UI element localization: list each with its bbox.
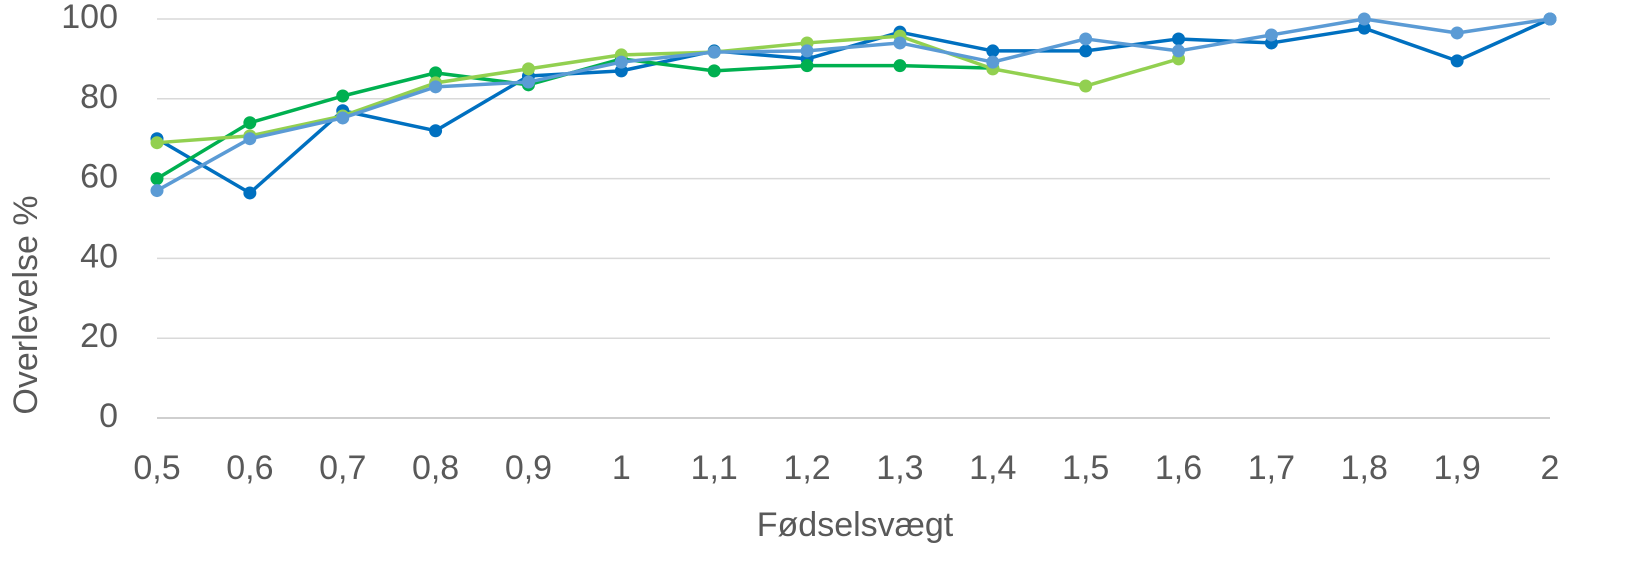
data-point [336, 89, 350, 103]
series-line [156, 34, 1180, 145]
data-point [707, 64, 721, 78]
data-point [800, 59, 814, 73]
x-tick-label: 0,6 [226, 449, 273, 487]
data-point [1450, 26, 1464, 40]
data-point [986, 55, 1000, 69]
x-tick-label: 1,8 [1341, 449, 1388, 487]
data-point [150, 184, 164, 198]
data-point [429, 124, 443, 138]
data-point [1079, 79, 1093, 93]
y-tick-label: 0 [99, 397, 118, 435]
data-point [893, 59, 907, 73]
y-tick-label: 20 [80, 317, 118, 355]
data-point [243, 186, 257, 200]
y-tick-label: 80 [80, 78, 118, 116]
x-tick-label: 1 [612, 449, 631, 487]
data-point [521, 75, 535, 89]
x-tick-label: 1,9 [1434, 449, 1481, 487]
data-point [986, 44, 1000, 58]
x-tick-label: 1,4 [969, 449, 1016, 487]
data-point [1079, 44, 1093, 58]
data-point [243, 132, 257, 146]
x-axis-title: Fødselsvægt [757, 506, 954, 544]
x-tick-label: 0,5 [133, 449, 180, 487]
y-tick-label: 100 [61, 0, 118, 36]
x-tick-label: 0,8 [412, 449, 459, 487]
data-point [1079, 32, 1093, 46]
series-line [156, 17, 1551, 193]
data-point [1450, 54, 1464, 68]
data-point [150, 136, 164, 150]
data-point [1357, 21, 1371, 35]
y-axis-title: Overlevelse % [7, 195, 45, 414]
data-point [150, 172, 164, 186]
data-point [243, 116, 257, 130]
data-point [429, 66, 443, 80]
data-point [1264, 28, 1278, 42]
x-tick-label: 2 [1541, 449, 1560, 487]
y-tick-label: 60 [80, 158, 118, 196]
data-point [1543, 12, 1557, 26]
series-line [156, 57, 993, 181]
data-point [1172, 44, 1186, 58]
x-tick-label: 1,2 [783, 449, 830, 487]
data-point [521, 62, 535, 76]
x-tick-label: 1,6 [1155, 449, 1202, 487]
x-tick-label: 1,7 [1248, 449, 1295, 487]
x-tick-label: 1,3 [876, 449, 923, 487]
data-point [893, 36, 907, 50]
data-point [336, 111, 350, 125]
data-point [800, 44, 814, 58]
y-tick-label: 40 [80, 237, 118, 275]
x-tick-label: 0,9 [505, 449, 552, 487]
data-point [707, 45, 721, 59]
data-point [1172, 32, 1186, 46]
data-point [429, 80, 443, 94]
data-point [1357, 12, 1371, 26]
x-tick-label: 1,5 [1062, 449, 1109, 487]
data-point [614, 55, 628, 69]
x-tick-label: 0,7 [319, 449, 366, 487]
x-tick-label: 1,1 [691, 449, 738, 487]
